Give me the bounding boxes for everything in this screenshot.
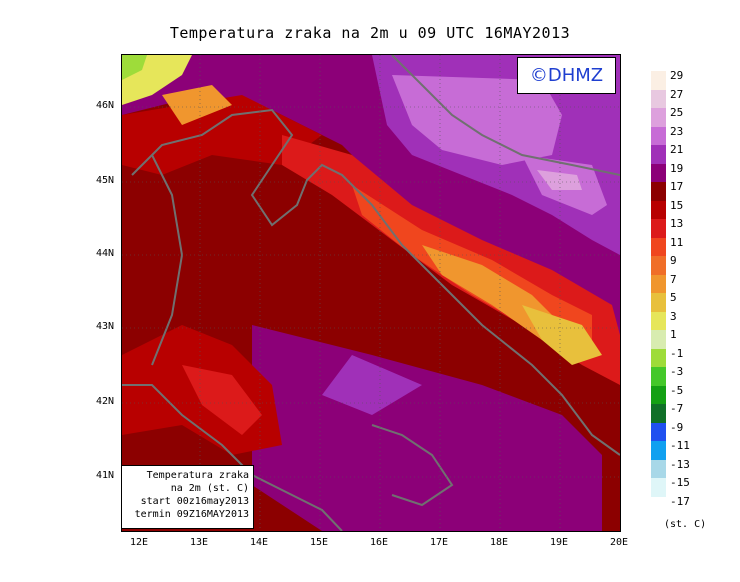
lon-label-14e: 14E bbox=[249, 537, 269, 548]
coastlines bbox=[122, 55, 620, 531]
colorbar-swatch bbox=[651, 200, 666, 220]
colorbar-swatch bbox=[651, 367, 666, 386]
lat-label-42n: 42N bbox=[95, 396, 114, 407]
colorbar-label: 19 bbox=[670, 161, 684, 175]
field-dinaric-band-4 bbox=[522, 305, 602, 365]
colorbar-label: -9 bbox=[670, 420, 684, 434]
info-line-4: termin 09Z16MAY2013 bbox=[134, 509, 249, 520]
field-italy-central-2 bbox=[182, 365, 262, 435]
colorbar-label: 13 bbox=[670, 217, 684, 230]
colorbar-swatch bbox=[651, 182, 666, 201]
colorbar-label: -5 bbox=[670, 383, 684, 397]
field-alps-colder bbox=[122, 55, 147, 80]
colorbar-swatch bbox=[651, 145, 666, 164]
lon-label-17e: 17E bbox=[429, 537, 449, 548]
field-southern-sea-2 bbox=[322, 355, 422, 415]
colorbar-swatch bbox=[651, 441, 666, 460]
colorbar-swatch bbox=[651, 422, 666, 442]
colorbar-label: 5 bbox=[670, 291, 677, 304]
colorbar-label: -1 bbox=[670, 346, 684, 360]
lat-label-44n: 44N bbox=[95, 248, 114, 259]
lon-label-15e: 15E bbox=[309, 537, 329, 548]
colorbar-label: -7 bbox=[670, 402, 684, 415]
colorbar-label: 1 bbox=[670, 328, 677, 341]
colorbar-swatch bbox=[651, 293, 666, 312]
lat-label-43n: 43N bbox=[95, 321, 114, 332]
colorbar-swatch bbox=[651, 163, 666, 183]
colorbar-label: 7 bbox=[670, 272, 677, 286]
map-title: Temperatura zraka na 2m u 09 UTC 16MAY20… bbox=[169, 24, 571, 42]
colorbar-label: -11 bbox=[670, 439, 690, 452]
colorbar-swatch bbox=[651, 237, 666, 257]
info-line-1: Temperatura zraka bbox=[146, 470, 249, 481]
lat-label-46n: 46N bbox=[95, 100, 114, 111]
lon-label-20e: 20E bbox=[609, 537, 629, 548]
colorbar-swatch bbox=[651, 219, 666, 238]
colorbar-label: 25 bbox=[670, 106, 684, 119]
lon-label-18e: 18E bbox=[489, 537, 509, 548]
colorbar-label: 29 bbox=[670, 69, 684, 82]
colorbar-swatch bbox=[651, 274, 666, 294]
colorbar-label: -15 bbox=[670, 476, 690, 489]
colorbar-label: -13 bbox=[670, 457, 690, 471]
colorbar-label: 21 bbox=[670, 143, 684, 156]
lon-label-13e: 13E bbox=[189, 537, 209, 548]
colorbar-label: 3 bbox=[670, 309, 677, 323]
lon-label-16e: 16E bbox=[369, 537, 389, 548]
colorbar-label: 9 bbox=[670, 254, 677, 267]
colorbar-label: 23 bbox=[670, 124, 684, 138]
colorbar-swatch bbox=[651, 71, 666, 90]
lon-label-12e: 12E bbox=[129, 537, 149, 548]
colorbar-swatch bbox=[651, 108, 666, 127]
field-italy-north bbox=[122, 95, 322, 175]
colorbar-swatch bbox=[651, 459, 666, 479]
info-line-3: start 00z16may2013 bbox=[140, 496, 249, 507]
lon-label-19e: 19E bbox=[549, 537, 569, 548]
colorbar-swatch bbox=[651, 311, 666, 331]
info-box: Temperatura zraka na 2m (st. C) start 00… bbox=[121, 465, 254, 529]
colorbar-label: 17 bbox=[670, 180, 684, 193]
colorbar-swatch bbox=[651, 385, 666, 405]
colorbar-label: 11 bbox=[670, 235, 684, 249]
colorbar-label: 27 bbox=[670, 87, 684, 101]
dhmz-watermark: ©DHMZ bbox=[517, 57, 616, 94]
colorbar-swatch bbox=[651, 330, 666, 349]
temperature-map[interactable] bbox=[121, 54, 621, 532]
colorbar-swatch bbox=[651, 89, 666, 109]
colorbar-label: 15 bbox=[670, 198, 684, 212]
graticule bbox=[122, 55, 620, 531]
field-alps-edge bbox=[162, 85, 232, 125]
colorbar-swatch bbox=[651, 126, 666, 146]
temperature-field bbox=[122, 55, 620, 531]
colorbar-label: -17 bbox=[670, 494, 690, 508]
lat-label-41n: 41N bbox=[95, 470, 114, 481]
info-line-2: na 2m (st. C) bbox=[170, 483, 249, 494]
colorbar-swatch bbox=[651, 348, 666, 368]
colorbar-swatch bbox=[651, 478, 666, 497]
field-dinaric-band-3 bbox=[422, 245, 562, 340]
colorbar-unit: (st. C) bbox=[664, 519, 707, 530]
colorbar-label: -3 bbox=[670, 365, 684, 378]
colorbar-swatch bbox=[651, 256, 666, 275]
field-pannonia-hot bbox=[537, 170, 582, 190]
colorbar-swatch bbox=[651, 404, 666, 423]
lat-label-45n: 45N bbox=[95, 175, 114, 186]
